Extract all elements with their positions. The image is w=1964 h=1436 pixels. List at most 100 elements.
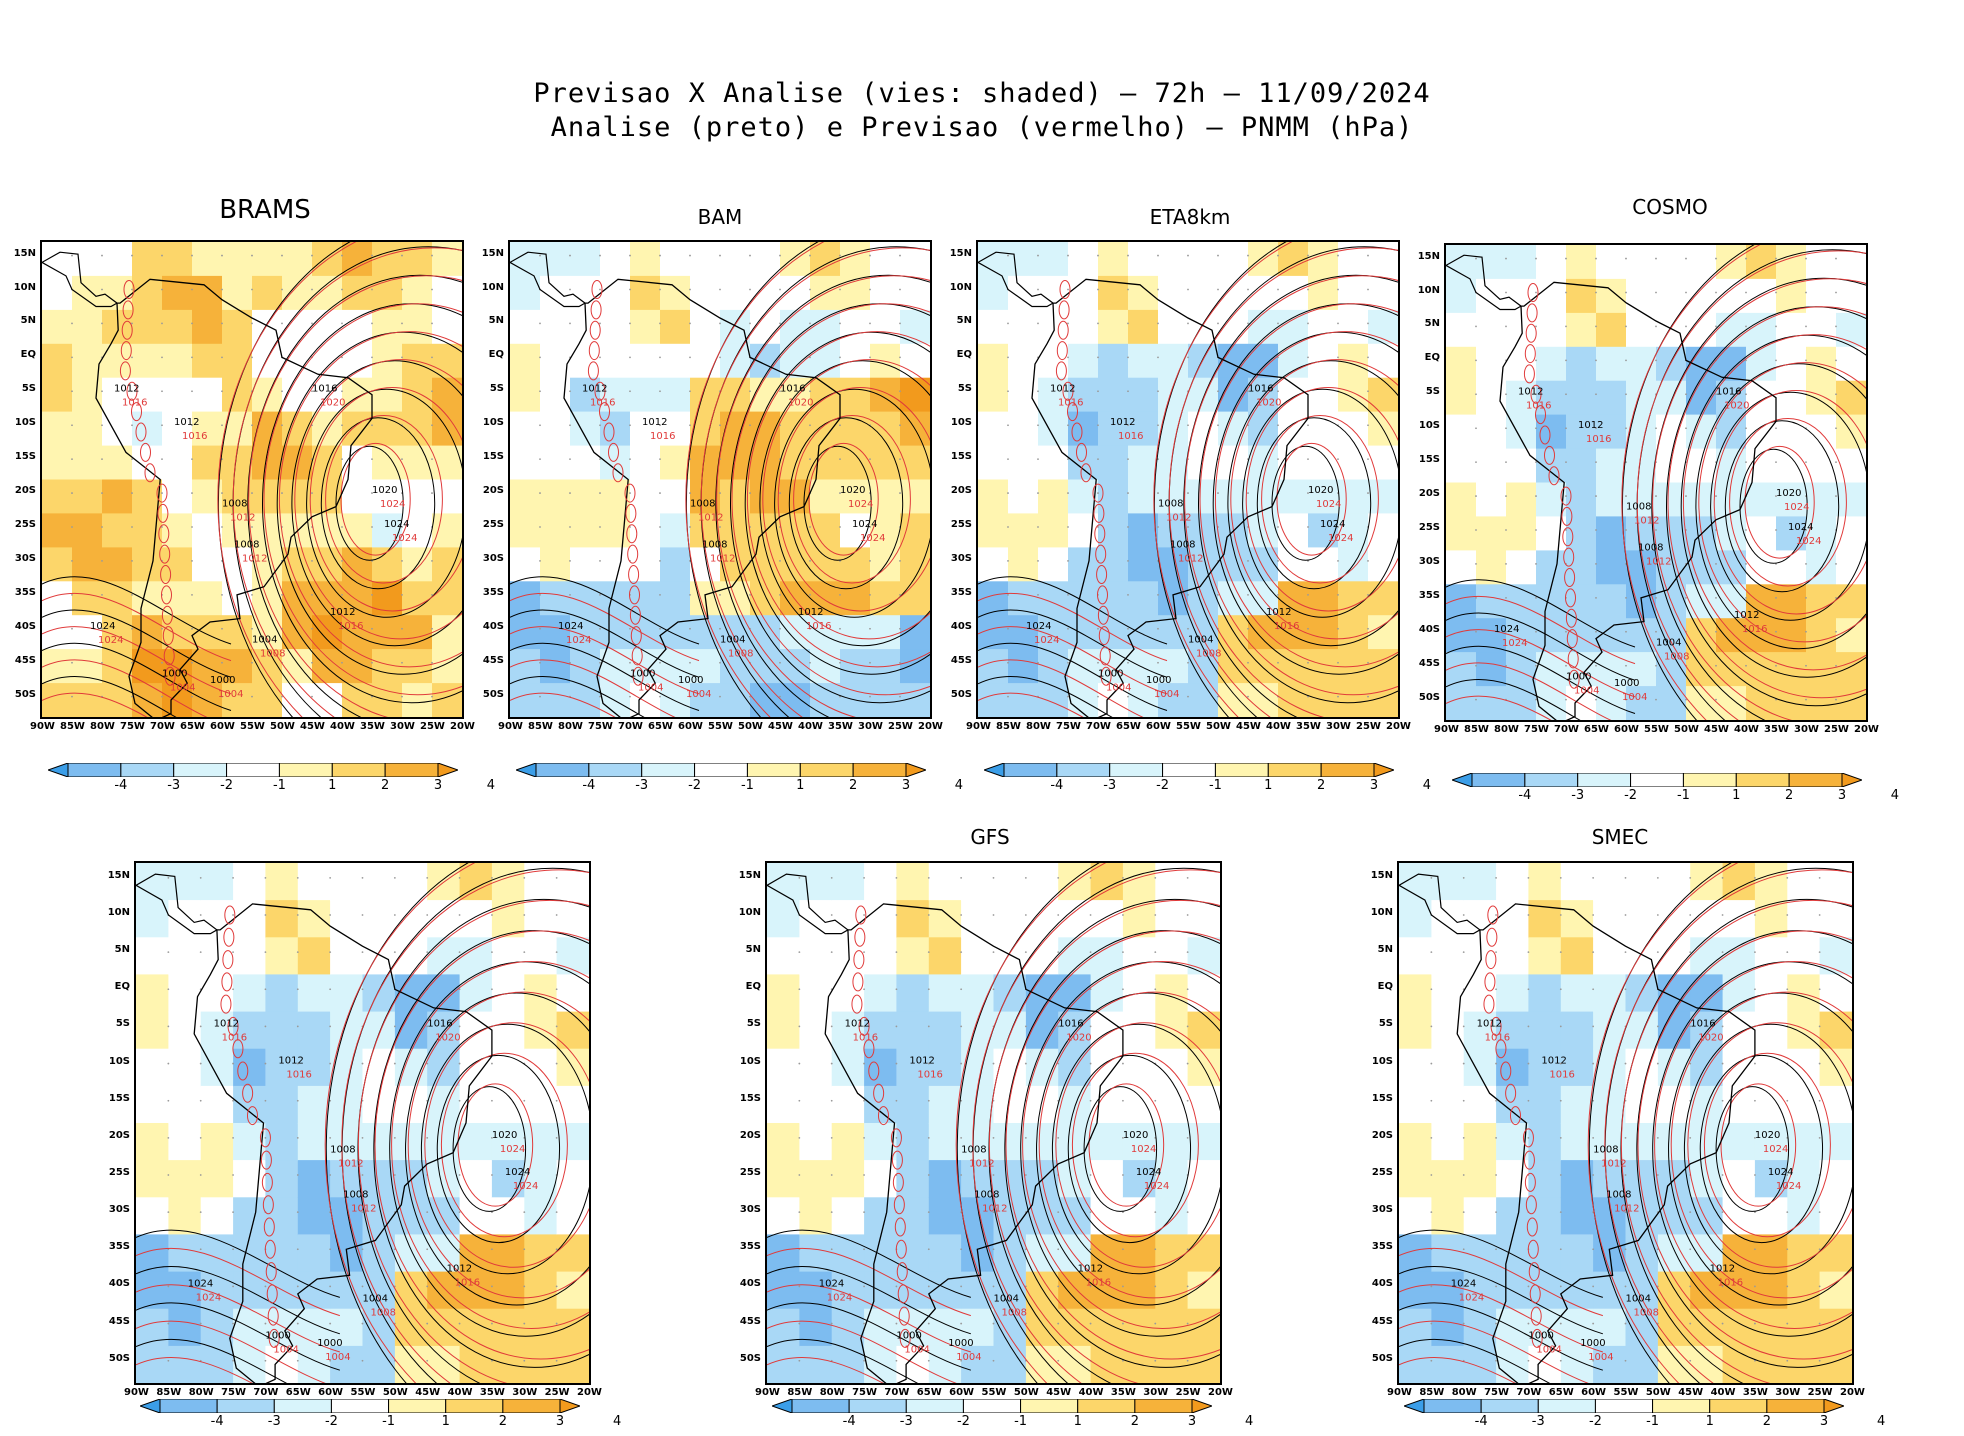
bias-cell [168, 1085, 202, 1124]
bias-cell [132, 242, 163, 277]
bias-cell [1566, 686, 1597, 720]
grid-dot [131, 254, 133, 257]
grid-dot [1505, 596, 1507, 599]
bias-cell [1278, 411, 1309, 447]
colorbar-segment [1134, 1398, 1193, 1414]
bias-cell [810, 377, 841, 413]
grid-dot [1715, 393, 1717, 396]
grid-dot [1655, 257, 1657, 260]
bias-cell [1399, 1197, 1433, 1236]
bias-cell [1368, 479, 1398, 515]
grid-dot [1565, 291, 1567, 294]
grid-dot [1721, 1211, 1724, 1214]
lon-tick-label: 40W [798, 721, 823, 732]
lat-tick-label: 30S [482, 552, 504, 564]
grid-dot [458, 988, 461, 991]
andes-contour [590, 300, 602, 320]
colorbar-label: 1 [1073, 1414, 1082, 1429]
bias-cell [870, 615, 901, 650]
grid-dot [393, 914, 396, 916]
colorbar-segment [1214, 762, 1269, 778]
grid-dot [311, 322, 313, 325]
grid-dot [1535, 325, 1537, 328]
bias-cell [1819, 1197, 1852, 1236]
bias-cell [1188, 343, 1219, 379]
grid-dot [101, 390, 103, 393]
bias-cell [491, 1123, 526, 1161]
grid-dot [1805, 291, 1807, 294]
lon-tick-label: 45W [300, 721, 325, 732]
grid-dot [1559, 1248, 1562, 1251]
lat-tick-label: 40S [1418, 623, 1440, 635]
bias-cell [1431, 863, 1465, 901]
forecast-isobar-label: 1012 [1178, 553, 1203, 564]
grid-dot [539, 526, 541, 528]
south-america-coastline [563, 278, 841, 717]
grid-dot [1217, 254, 1219, 257]
bias-cell [42, 683, 73, 717]
grid-dot [1592, 1136, 1595, 1139]
bias-cell [767, 1345, 801, 1383]
bias-cell [1806, 482, 1837, 518]
bias-cell [1722, 1048, 1756, 1087]
grid-dot [1689, 1211, 1692, 1214]
andes-contour [1483, 994, 1495, 1014]
bias-cell [1625, 974, 1659, 1013]
grid-dot [779, 593, 781, 596]
bias-cell [200, 974, 234, 1013]
bias-cell [556, 1308, 589, 1347]
grid-dot [1277, 458, 1279, 461]
isobar-label: 1024 [1768, 1167, 1793, 1178]
bias-cell [1058, 1271, 1092, 1310]
bias-cell [1038, 445, 1069, 481]
analysis-isobar [1183, 274, 1398, 717]
colorbar-segment [1267, 762, 1322, 778]
grid-dot [311, 254, 313, 257]
forecast-isobar [1667, 306, 1866, 699]
lat-tick-label: 30S [1371, 1204, 1393, 1216]
grid-dot [401, 627, 403, 630]
grid-dot [1337, 560, 1339, 562]
grid-dot [523, 1174, 526, 1176]
grid-dot [1805, 563, 1807, 565]
grid-dot [329, 988, 332, 991]
bias-cell [1806, 686, 1837, 720]
grid-dot [569, 322, 571, 325]
andes-contour [591, 280, 603, 299]
andes-contour [162, 626, 174, 646]
grid-dot [1122, 1062, 1124, 1065]
isobar-label: 1004 [720, 634, 745, 645]
isobar-label: 1024 [1136, 1167, 1161, 1178]
grid-dot [1624, 914, 1627, 916]
grid-dot [749, 492, 751, 494]
isobar-label: 1004 [1188, 634, 1213, 645]
bias-cell [362, 900, 396, 938]
grid-dot [830, 1062, 833, 1065]
bias-cell [524, 1160, 558, 1198]
grid-dot [329, 1136, 332, 1139]
colorbar-segment [502, 1398, 561, 1414]
grid-dot [1505, 630, 1507, 633]
bias-cell [961, 863, 995, 901]
grid-dot [199, 1099, 202, 1102]
bias-cell [1008, 649, 1039, 684]
bias-cell [459, 1048, 493, 1087]
andes-contour [893, 1195, 905, 1215]
grid-dot [1089, 951, 1092, 954]
grid-dot [1067, 492, 1069, 494]
grid-dot [719, 695, 721, 698]
lat-tick-label: 10S [739, 1055, 761, 1067]
grid-dot [1775, 461, 1777, 464]
grid-dot [1715, 257, 1717, 260]
lon-tick-label: 80W [1026, 721, 1051, 732]
grid-dot [371, 627, 373, 630]
bias-cell [491, 1085, 526, 1124]
lat-tick-label: 45S [482, 654, 504, 666]
grid-dot [1037, 560, 1039, 562]
andes-contour [221, 972, 233, 992]
bias-cell [1776, 550, 1807, 586]
grid-dot [927, 914, 930, 916]
grid-dot [992, 951, 995, 954]
lon-tick-label: 40W [1078, 1387, 1104, 1398]
bias-cell [1122, 1271, 1157, 1310]
